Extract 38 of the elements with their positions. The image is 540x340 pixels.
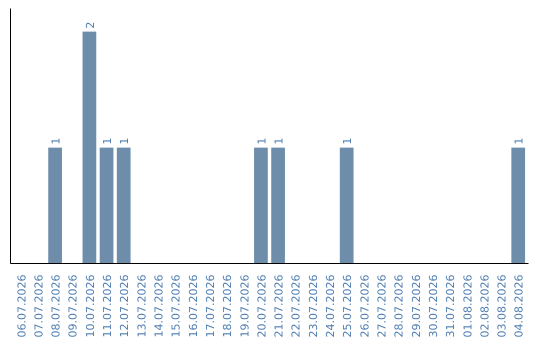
x-tick-label: 04.08.2026: [512, 274, 526, 338]
x-tick-label: 07.07.2026: [32, 274, 46, 338]
x-tick-label: 21.07.2026: [272, 274, 286, 338]
x-tick-label: 09.07.2026: [66, 274, 80, 338]
x-tick-label: 06.07.2026: [15, 274, 28, 338]
x-tick-label: 23.07.2026: [306, 274, 320, 338]
data-label: 1: [341, 138, 354, 145]
x-tick-label: 16.07.2026: [186, 274, 200, 338]
data-label: 1: [512, 138, 526, 145]
x-tick-label: 03.08.2026: [496, 274, 509, 338]
data-label: 2: [84, 22, 97, 29]
data-label: 1: [272, 138, 286, 145]
x-tick-label: 20.07.2026: [255, 274, 268, 338]
data-label: 1: [118, 138, 132, 145]
x-tick-label: 15.07.2026: [170, 274, 183, 338]
x-tick-label: 26.07.2026: [358, 274, 372, 338]
x-tick-label: 11.07.2026: [101, 274, 114, 338]
x-tick-label: 31.07.2026: [444, 274, 458, 338]
x-tick-label: 13.07.2026: [135, 274, 148, 338]
x-tick-label: 25.07.2026: [341, 274, 354, 338]
x-tick-label: 10.07.2026: [84, 274, 97, 338]
x-tick-label: 17.07.2026: [204, 274, 217, 338]
x-tick-label: 30.07.2026: [426, 274, 440, 338]
data-label: 1: [50, 138, 63, 145]
data-label: 1: [255, 138, 268, 145]
x-tick-label: 08.07.2026: [50, 274, 63, 338]
x-tick-label: 14.07.2026: [152, 274, 166, 338]
x-tick-label: 19.07.2026: [238, 274, 252, 338]
x-tick-label: 22.07.2026: [290, 274, 303, 338]
data-label: 1: [101, 138, 114, 145]
x-tick-label: 18.07.2026: [221, 274, 234, 338]
x-tick-label: 28.07.2026: [392, 274, 406, 338]
x-tick-label: 12.07.2026: [118, 274, 132, 338]
x-tick-label: 01.08.2026: [461, 274, 474, 338]
x-tick-label: 27.07.2026: [375, 274, 388, 338]
x-tick-label: 29.07.2026: [410, 274, 423, 338]
x-tick-label: 02.08.2026: [478, 274, 492, 338]
x-tick-label: 24.07.2026: [324, 274, 338, 338]
